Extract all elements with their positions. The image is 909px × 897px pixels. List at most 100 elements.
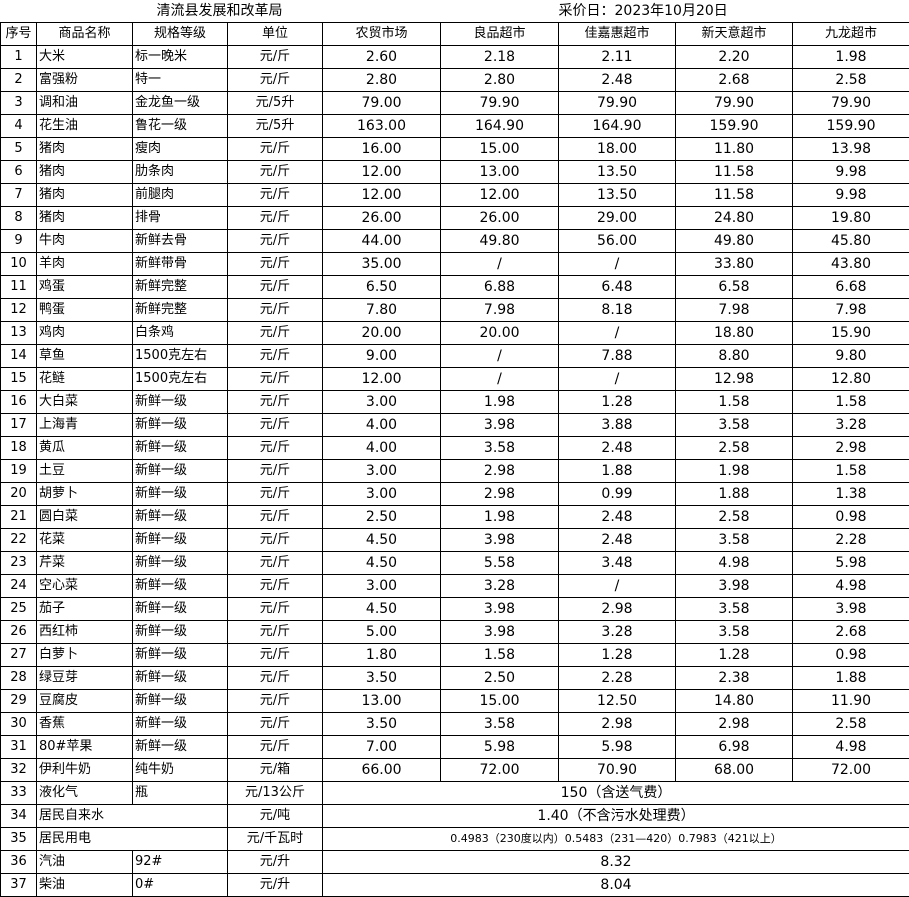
jiajiahui-price: 7.88 — [558, 344, 676, 368]
jiajiahui-price: 29.00 — [558, 206, 676, 230]
item-spec: 新鲜一级 — [132, 551, 228, 575]
xintianyi-price: 3.98 — [675, 574, 793, 598]
jiulong-price: 4.98 — [792, 574, 909, 598]
xintianyi-price: 6.58 — [675, 275, 793, 299]
market-price: 4.50 — [322, 551, 441, 575]
liangpin-price: 6.88 — [440, 275, 559, 299]
jiulong-price: 15.90 — [792, 321, 909, 345]
liangpin-price: 20.00 — [440, 321, 559, 345]
liangpin-price: 3.98 — [440, 528, 559, 552]
xintianyi-price: 11.80 — [675, 137, 793, 161]
table-row: 19 土豆 新鲜一级 元/斤 3.00 2.98 1.88 1.98 1.58 — [0, 459, 909, 483]
item-unit: 元/吨 — [227, 804, 323, 828]
row-number: 4 — [0, 114, 37, 138]
table-row: 25 茄子 新鲜一级 元/斤 4.50 3.98 2.98 3.58 3.98 — [0, 597, 909, 621]
item-spec: 新鲜一级 — [132, 390, 228, 414]
jiulong-price: 43.80 — [792, 252, 909, 276]
row-number: 9 — [0, 229, 37, 253]
jiajiahui-price: 56.00 — [558, 229, 676, 253]
xintianyi-price: 11.58 — [675, 160, 793, 184]
table-row: 20 胡萝卜 新鲜一级 元/斤 3.00 2.98 0.99 1.88 1.38 — [0, 482, 909, 506]
item-name: 大白菜 — [36, 390, 133, 414]
jiulong-price: 3.98 — [792, 597, 909, 621]
market-price: 44.00 — [322, 229, 441, 253]
item-name: 茄子 — [36, 597, 133, 621]
row-number: 12 — [0, 298, 37, 322]
uniform-price: 8.04 — [322, 873, 909, 897]
item-name: 花生油 — [36, 114, 133, 138]
liangpin-price: 2.50 — [440, 666, 559, 690]
market-price: 3.50 — [322, 712, 441, 736]
table-row: 21 圆白菜 新鲜一级 元/斤 2.50 1.98 2.48 2.58 0.98 — [0, 505, 909, 529]
row-number: 36 — [0, 850, 37, 874]
column-header: 规格等级 — [132, 22, 228, 46]
xintianyi-price: 1.28 — [675, 643, 793, 667]
item-unit: 元/斤 — [227, 275, 323, 299]
liangpin-price: 7.98 — [440, 298, 559, 322]
table-row: 28 绿豆芽 新鲜一级 元/斤 3.50 2.50 2.28 2.38 1.88 — [0, 666, 909, 690]
market-price: 4.50 — [322, 528, 441, 552]
table-row: 9 牛肉 新鲜去骨 元/斤 44.00 49.80 56.00 49.80 45.80 — [0, 229, 909, 253]
jiajiahui-price: / — [558, 252, 676, 276]
item-name: 大米 — [36, 45, 133, 69]
market-price: 3.00 — [322, 482, 441, 506]
xintianyi-price: 2.20 — [675, 45, 793, 69]
item-spec: 新鲜完整 — [132, 298, 228, 322]
row-number: 35 — [0, 827, 37, 851]
jiulong-price: 0.98 — [792, 505, 909, 529]
row-number: 2 — [0, 68, 37, 92]
table-row: 18 黄瓜 新鲜一级 元/斤 4.00 3.58 2.48 2.58 2.98 — [0, 436, 909, 460]
item-unit: 元/斤 — [227, 298, 323, 322]
liangpin-price: 164.90 — [440, 114, 559, 138]
item-name: 柴油 — [36, 873, 133, 897]
item-unit: 元/斤 — [227, 229, 323, 253]
table-row: 37 柴油 0# 元/升 8.04 — [0, 873, 909, 897]
item-spec: 新鲜一级 — [132, 459, 228, 483]
item-unit: 元/13公斤 — [227, 781, 323, 805]
item-name: 香蕉 — [36, 712, 133, 736]
item-unit: 元/斤 — [227, 413, 323, 437]
liangpin-price: 1.98 — [440, 390, 559, 414]
jiulong-price: 1.38 — [792, 482, 909, 506]
item-spec: 标一晚米 — [132, 45, 228, 69]
item-name: 居民用电 — [36, 827, 228, 851]
jiulong-price: 79.90 — [792, 91, 909, 115]
header-row: 序号 商品名称 规格等级 单位 农贸市场 良品超市 佳嘉惠超市 新天意超市 九龙超市 — [0, 22, 909, 46]
table-row: 16 大白菜 新鲜一级 元/斤 3.00 1.98 1.28 1.58 1.58 — [0, 390, 909, 414]
item-spec: 新鲜一级 — [132, 643, 228, 667]
column-header: 农贸市场 — [322, 22, 441, 46]
row-number: 5 — [0, 137, 37, 161]
jiajiahui-price: 13.50 — [558, 160, 676, 184]
market-price: 3.00 — [322, 574, 441, 598]
xintianyi-price: 3.58 — [675, 413, 793, 437]
table-row: 6 猪肉 肋条肉 元/斤 12.00 13.00 13.50 11.58 9.98 — [0, 160, 909, 184]
item-unit: 元/5升 — [227, 114, 323, 138]
item-spec: 纯牛奶 — [132, 758, 228, 782]
table-row: 23 芹菜 新鲜一级 元/斤 4.50 5.58 3.48 4.98 5.98 — [0, 551, 909, 575]
xintianyi-price: 3.58 — [675, 620, 793, 644]
liangpin-price: 26.00 — [440, 206, 559, 230]
jiajiahui-price: 2.98 — [558, 597, 676, 621]
table-row: 33 液化气瓶元/13公斤 150（含送气费） — [0, 781, 909, 805]
table-row: 30 香蕉 新鲜一级 元/斤 3.50 3.58 2.98 2.98 2.58 — [0, 712, 909, 736]
jiajiahui-price: 5.98 — [558, 735, 676, 759]
row-number: 6 — [0, 160, 37, 184]
jiulong-price: 2.28 — [792, 528, 909, 552]
item-unit: 元/斤 — [227, 183, 323, 207]
market-price: 16.00 — [322, 137, 441, 161]
item-spec: 新鲜完整 — [132, 275, 228, 299]
xintianyi-price: 49.80 — [675, 229, 793, 253]
market-price: 6.50 — [322, 275, 441, 299]
market-price: 79.00 — [322, 91, 441, 115]
market-price: 20.00 — [322, 321, 441, 345]
jiajiahui-price: 2.48 — [558, 68, 676, 92]
item-name: 花菜 — [36, 528, 133, 552]
jiulong-price: 1.98 — [792, 45, 909, 69]
item-unit: 元/斤 — [227, 551, 323, 575]
item-name: 花鲢 — [36, 367, 133, 391]
table-row: 1 大米 标一晚米 元/斤 2.60 2.18 2.11 2.20 1.98 — [0, 45, 909, 69]
table-row: 13 鸡肉 白条鸡 元/斤 20.00 20.00/18.80 15.90 — [0, 321, 909, 345]
market-price: 7.80 — [322, 298, 441, 322]
item-spec: 新鲜一级 — [132, 620, 228, 644]
table-row: 5 猪肉 瘦肉 元/斤 16.00 15.00 18.00 11.80 13.98 — [0, 137, 909, 161]
